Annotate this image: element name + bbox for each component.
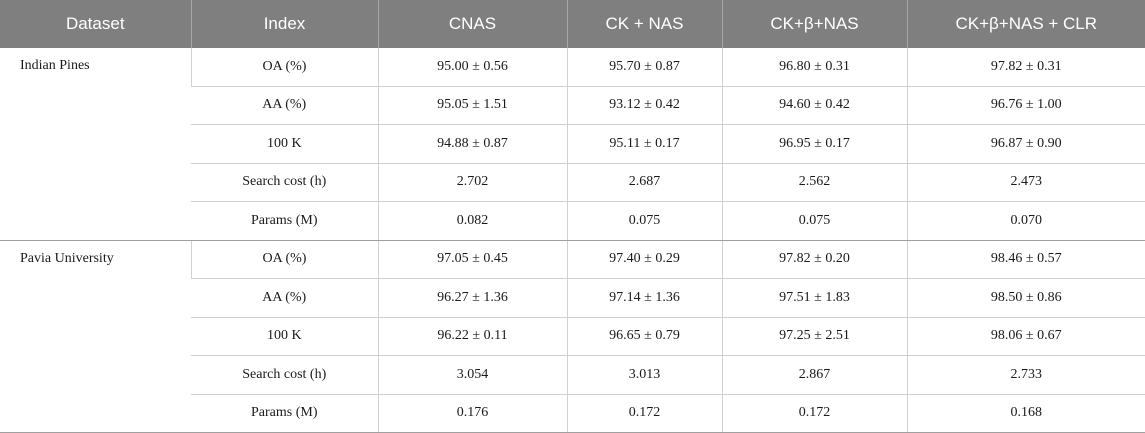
index-cell: AA (%)	[191, 278, 378, 318]
value-cell: 96.65 ± 0.79	[566, 317, 722, 356]
header-dataset: Dataset	[0, 0, 191, 48]
value-cell: 95.05 ± 1.51	[377, 86, 567, 125]
table-row: AA (%) 96.27 ± 1.36 97.14 ± 1.36 97.51 ±…	[0, 278, 1145, 318]
value-cell: 96.76 ± 1.00	[906, 86, 1145, 125]
header-ck-beta-nas: CK+β+NAS	[721, 0, 907, 48]
value-cell: 2.733	[906, 355, 1145, 395]
value-cell: 95.00 ± 0.56	[377, 48, 567, 87]
value-cell: 0.075	[566, 201, 722, 241]
value-cell: 0.172	[721, 394, 907, 433]
value-cell: 97.51 ± 1.83	[721, 278, 907, 318]
value-cell: 3.013	[566, 355, 722, 395]
header-index: Index	[190, 0, 378, 48]
value-cell: 0.075	[721, 201, 907, 241]
index-cell: Params (M)	[191, 201, 378, 241]
value-cell: 3.054	[377, 355, 567, 395]
value-cell: 96.22 ± 0.11	[377, 317, 567, 356]
value-cell: 2.562	[721, 163, 907, 202]
value-cell: 97.05 ± 0.45	[377, 240, 567, 279]
value-cell: 96.80 ± 0.31	[721, 48, 907, 87]
dataset-cell: Indian Pines	[0, 48, 191, 241]
value-cell: 93.12 ± 0.42	[566, 86, 722, 125]
header-row: Dataset Index CNAS CK + NAS CK+β+NAS CK+…	[0, 0, 1145, 48]
value-cell: 97.14 ± 1.36	[566, 278, 722, 318]
value-cell: 96.95 ± 0.17	[721, 124, 907, 164]
value-cell: 94.60 ± 0.42	[721, 86, 907, 125]
table-row: 100 K 96.22 ± 0.11 96.65 ± 0.79 97.25 ± …	[0, 317, 1145, 356]
index-cell: AA (%)	[191, 86, 378, 125]
value-cell: 96.87 ± 0.90	[906, 124, 1145, 164]
value-cell: 95.70 ± 0.87	[566, 48, 722, 87]
table-header: Dataset Index CNAS CK + NAS CK+β+NAS CK+…	[0, 0, 1145, 48]
value-cell: 0.172	[566, 394, 722, 433]
table-row: Indian Pines OA (%) 95.00 ± 0.56 95.70 ±…	[0, 48, 1145, 241]
header-ck-beta-nas-clr: CK+β+NAS + CLR	[906, 0, 1145, 48]
value-cell: 2.702	[377, 163, 567, 202]
table-row: Params (M) 0.082 0.075 0.075 0.070	[0, 201, 1145, 241]
value-cell: 2.867	[721, 355, 907, 395]
value-cell: 94.88 ± 0.87	[377, 124, 567, 164]
value-cell: 98.50 ± 0.86	[906, 278, 1145, 318]
value-cell: 2.687	[566, 163, 722, 202]
header-ck-nas: CK + NAS	[566, 0, 722, 48]
index-cell: OA (%)	[190, 240, 378, 279]
table-row: Search cost (h) 2.702 2.687 2.562 2.473	[0, 163, 1145, 202]
index-cell: Search cost (h)	[191, 163, 378, 202]
value-cell: 98.46 ± 0.57	[906, 240, 1145, 279]
table-row: AA (%) 95.05 ± 1.51 93.12 ± 0.42 94.60 ±…	[0, 86, 1145, 125]
dataset-cell: Pavia University	[0, 240, 191, 433]
index-cell: 100 K	[191, 317, 378, 356]
value-cell: 0.070	[906, 201, 1145, 241]
table-row: 100 K 94.88 ± 0.87 95.11 ± 0.17 96.95 ± …	[0, 124, 1145, 164]
table-row: Params (M) 0.176 0.172 0.172 0.168	[0, 394, 1145, 433]
value-cell: 97.82 ± 0.20	[721, 240, 907, 279]
value-cell: 98.06 ± 0.67	[906, 317, 1145, 356]
index-cell: Search cost (h)	[191, 355, 378, 395]
value-cell: 97.82 ± 0.31	[906, 48, 1145, 87]
value-cell: 0.082	[377, 201, 567, 241]
index-cell: OA (%)	[190, 48, 378, 87]
value-cell: 0.176	[377, 394, 567, 433]
value-cell: 95.11 ± 0.17	[566, 124, 722, 164]
value-cell: 97.40 ± 0.29	[566, 240, 722, 279]
table-row: Pavia University OA (%) 97.05 ± 0.45 97.…	[0, 240, 1145, 433]
index-cell: 100 K	[191, 124, 378, 164]
header-cnas: CNAS	[377, 0, 567, 48]
index-cell: Params (M)	[191, 394, 378, 433]
value-cell: 96.27 ± 1.36	[377, 278, 567, 318]
value-cell: 2.473	[906, 163, 1145, 202]
table-body: Indian Pines OA (%) 95.00 ± 0.56 95.70 ±…	[0, 48, 1145, 433]
value-cell: 0.168	[906, 394, 1145, 433]
value-cell: 97.25 ± 2.51	[721, 317, 907, 356]
table-row: Search cost (h) 3.054 3.013 2.867 2.733	[0, 355, 1145, 395]
